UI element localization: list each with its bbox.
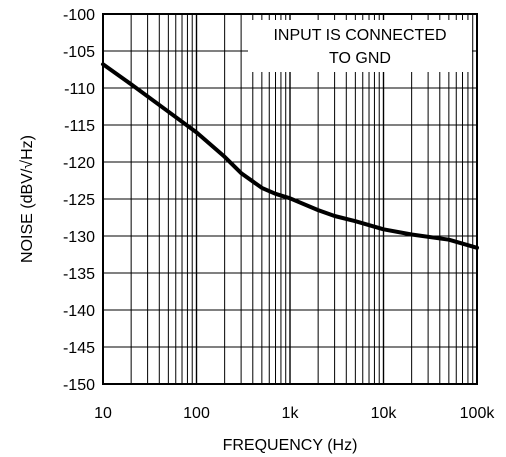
y-tick-label: -110 xyxy=(64,81,95,98)
y-tick-label: -135 xyxy=(63,266,95,283)
annotation-box: INPUT IS CONNECTED TO GND xyxy=(248,20,472,72)
x-tick-label: 1k xyxy=(282,405,300,422)
plot-frame xyxy=(102,13,478,385)
x-tick-label: 100k xyxy=(460,405,496,422)
series-group xyxy=(101,62,479,250)
y-tick-label: -145 xyxy=(63,340,95,357)
x-tick-label: 10 xyxy=(94,405,112,422)
x-tick-label: 100 xyxy=(183,405,210,422)
annotation-background xyxy=(248,20,472,72)
x-axis-label: FREQUENCY (Hz) xyxy=(223,437,358,454)
annotation-line-1: INPUT IS CONNECTED xyxy=(273,27,446,44)
annotation-line-2: TO GND xyxy=(329,50,391,67)
y-tick-label: -130 xyxy=(63,229,95,246)
noise-curve xyxy=(101,62,479,250)
y-tick-labels: -100 -105 -110 -115 -120 -125 -130 -135 -140 -145… xyxy=(63,7,95,394)
y-tick-label: -140 xyxy=(63,303,95,320)
y-tick-label: -120 xyxy=(63,155,95,172)
y-tick-label: -125 xyxy=(63,192,95,209)
y-tick-label: -150 xyxy=(63,377,95,394)
y-axis-label: NOISE (dBV/√Hz) xyxy=(19,135,36,263)
x-tick-label: 10k xyxy=(371,405,398,422)
y-tick-label: -105 xyxy=(63,44,95,61)
y-tick-label: -100 xyxy=(63,7,95,24)
x-tick-labels: 10 100 1k 10k 100k xyxy=(94,405,495,422)
y-tick-label: -115 xyxy=(64,118,95,135)
